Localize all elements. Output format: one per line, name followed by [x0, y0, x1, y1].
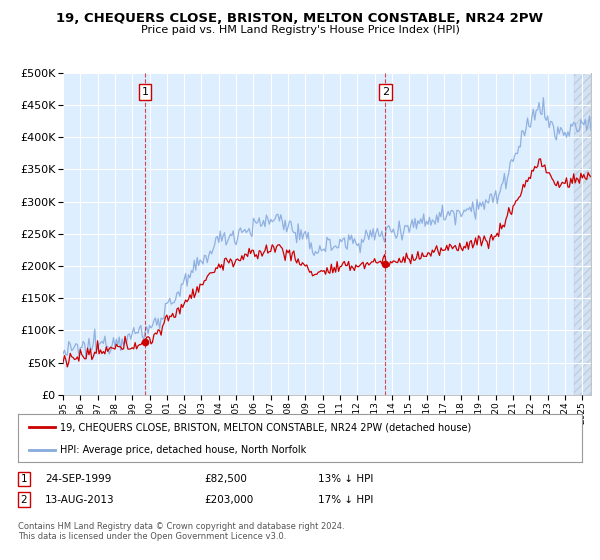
Text: 17% ↓ HPI: 17% ↓ HPI [318, 494, 373, 505]
Text: 13% ↓ HPI: 13% ↓ HPI [318, 474, 373, 484]
Text: 2: 2 [382, 87, 389, 97]
Text: 19, CHEQUERS CLOSE, BRISTON, MELTON CONSTABLE, NR24 2PW: 19, CHEQUERS CLOSE, BRISTON, MELTON CONS… [56, 12, 544, 25]
Text: 1: 1 [142, 87, 148, 97]
Text: HPI: Average price, detached house, North Norfolk: HPI: Average price, detached house, Nort… [60, 445, 307, 455]
Text: 24-SEP-1999: 24-SEP-1999 [45, 474, 112, 484]
Text: Price paid vs. HM Land Registry's House Price Index (HPI): Price paid vs. HM Land Registry's House … [140, 25, 460, 35]
Text: £82,500: £82,500 [204, 474, 247, 484]
Text: 19, CHEQUERS CLOSE, BRISTON, MELTON CONSTABLE, NR24 2PW (detached house): 19, CHEQUERS CLOSE, BRISTON, MELTON CONS… [60, 422, 472, 432]
Text: 2: 2 [20, 494, 28, 505]
Text: Contains HM Land Registry data © Crown copyright and database right 2024.
This d: Contains HM Land Registry data © Crown c… [18, 522, 344, 542]
Text: 1: 1 [20, 474, 28, 484]
Text: 13-AUG-2013: 13-AUG-2013 [45, 494, 115, 505]
Text: £203,000: £203,000 [204, 494, 253, 505]
Bar [574, 73, 591, 395]
